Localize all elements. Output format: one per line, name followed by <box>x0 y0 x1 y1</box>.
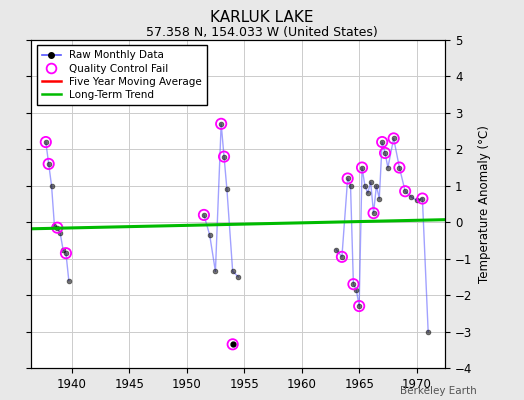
Legend: Raw Monthly Data, Quality Control Fail, Five Year Moving Average, Long-Term Tren: Raw Monthly Data, Quality Control Fail, … <box>37 45 207 105</box>
Text: Berkeley Earth: Berkeley Earth <box>400 386 477 396</box>
Point <box>355 303 363 309</box>
Point <box>349 281 357 287</box>
Point <box>369 210 378 216</box>
Point <box>389 135 398 142</box>
Point <box>381 150 389 156</box>
Point <box>343 175 352 182</box>
Point <box>200 212 208 218</box>
Point <box>358 164 366 171</box>
Point <box>45 161 53 167</box>
Point <box>401 188 409 194</box>
Point <box>217 121 225 127</box>
Point <box>337 254 346 260</box>
Point <box>378 139 386 145</box>
Point <box>220 154 228 160</box>
Point <box>228 341 237 348</box>
Text: 57.358 N, 154.033 W (United States): 57.358 N, 154.033 W (United States) <box>146 26 378 39</box>
Point <box>395 164 403 171</box>
Point <box>62 250 70 256</box>
Text: KARLUK LAKE: KARLUK LAKE <box>210 10 314 25</box>
Y-axis label: Temperature Anomaly (°C): Temperature Anomaly (°C) <box>478 125 491 283</box>
Point <box>53 224 61 231</box>
Point <box>418 195 427 202</box>
Point <box>41 139 50 145</box>
